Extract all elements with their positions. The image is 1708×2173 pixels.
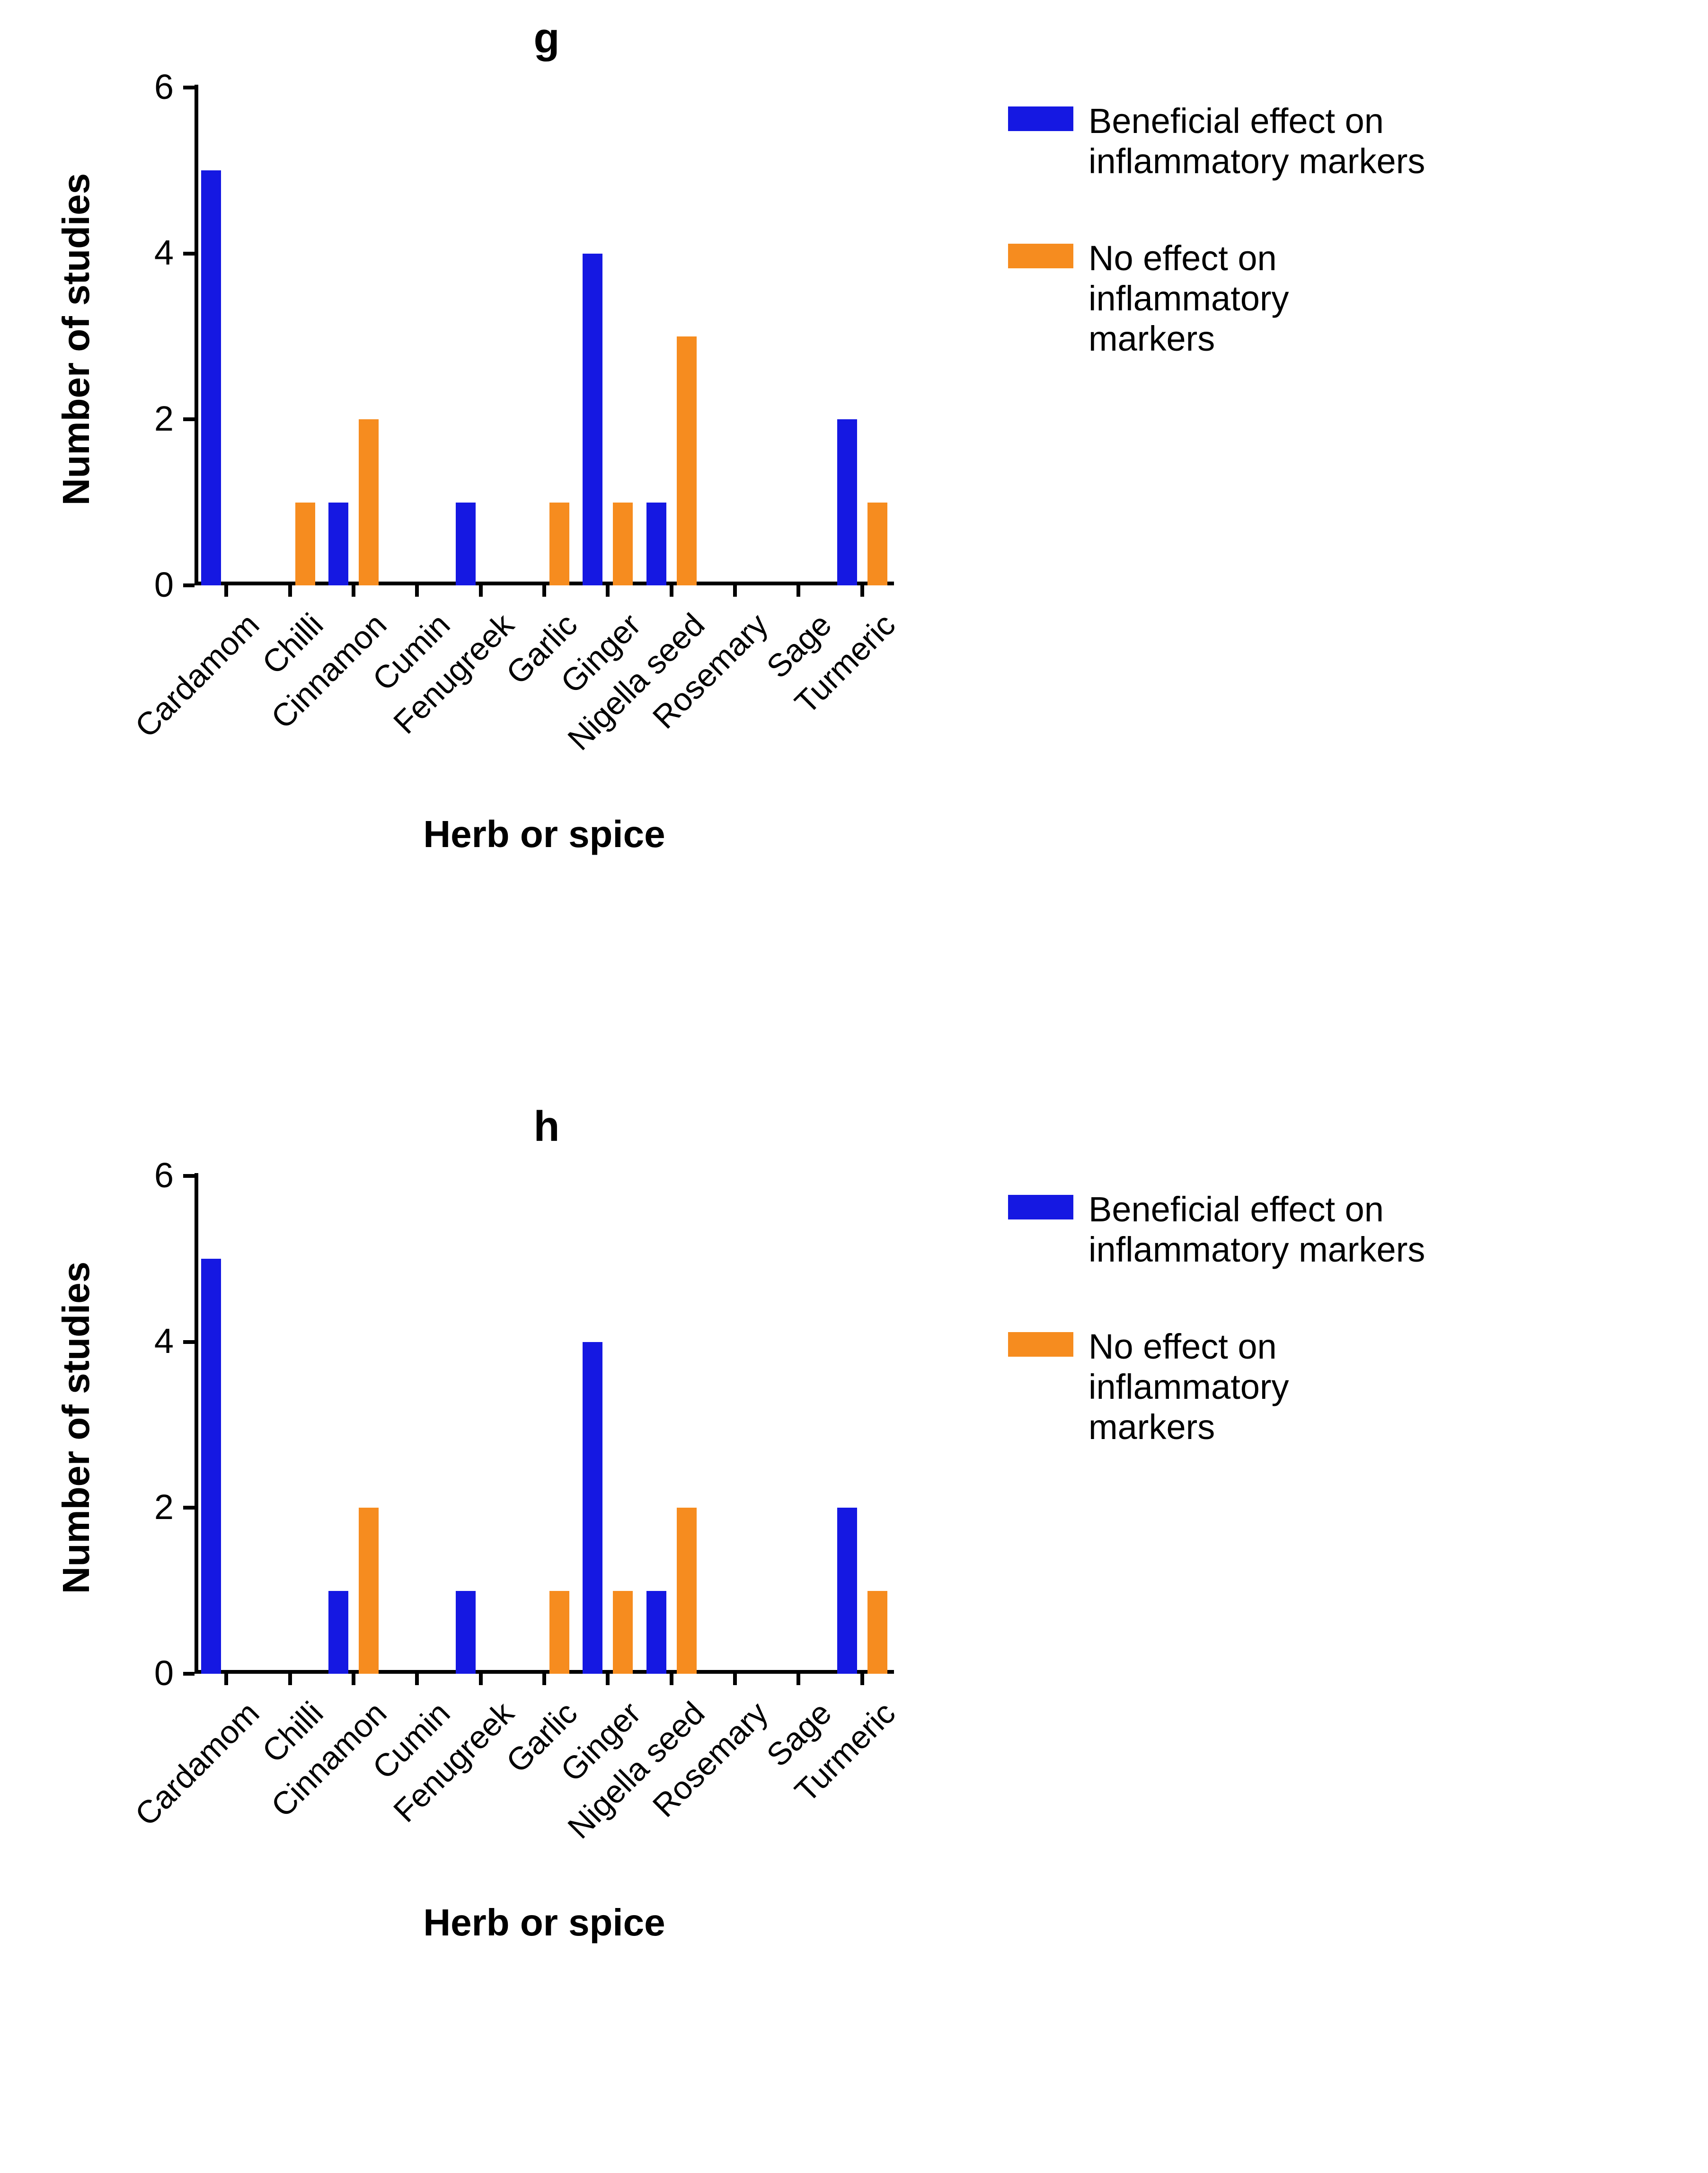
x-tick <box>606 585 610 597</box>
x-axis-label: Herb or spice <box>195 1901 894 1944</box>
x-tick <box>415 585 419 597</box>
bar <box>456 503 476 585</box>
x-tick <box>224 1674 228 1685</box>
x-tick <box>860 1674 864 1685</box>
x-tick <box>224 585 228 597</box>
bar <box>328 503 348 585</box>
figure-root: g0246Number of studiesCardamomChilliCinn… <box>0 0 1708 2173</box>
y-axis-label: Number of studies <box>54 1179 98 1677</box>
x-tick <box>606 1674 610 1685</box>
x-tick <box>479 585 483 597</box>
y-tick-label: 0 <box>126 565 174 605</box>
bar <box>359 1508 379 1674</box>
x-tick <box>733 585 737 597</box>
bar <box>295 503 315 585</box>
x-tick <box>670 1674 673 1685</box>
panel-title-g: g <box>452 14 641 63</box>
plot-area-h <box>195 1176 894 1674</box>
x-tick <box>796 1674 800 1685</box>
legend-label: Beneficial effect on inflammatory marker… <box>1089 1189 1425 1270</box>
legend-label: No effect on inflammatory markers <box>1089 238 1289 359</box>
legend-swatch <box>1008 1195 1073 1219</box>
y-tick <box>183 1340 195 1344</box>
x-tick <box>542 585 546 597</box>
x-tick <box>542 1674 546 1685</box>
bar <box>837 419 857 585</box>
legend-swatch <box>1008 106 1073 131</box>
bar <box>583 1342 602 1674</box>
bar <box>677 1508 697 1674</box>
x-tick <box>288 585 292 597</box>
y-tick-label: 2 <box>126 1487 174 1527</box>
y-tick <box>183 417 195 421</box>
bar <box>646 503 666 585</box>
bar <box>646 1591 666 1674</box>
x-tick <box>860 585 864 597</box>
panel-title-h: h <box>452 1103 641 1151</box>
legend-swatch <box>1008 244 1073 268</box>
y-tick <box>183 1506 195 1510</box>
legend-label: Beneficial effect on inflammatory marker… <box>1089 101 1425 181</box>
y-tick-label: 2 <box>126 398 174 439</box>
y-tick-label: 4 <box>126 232 174 273</box>
legend-swatch <box>1008 1332 1073 1357</box>
x-tick <box>670 585 673 597</box>
x-tick <box>352 1674 355 1685</box>
x-tick <box>415 1674 419 1685</box>
x-axis-line <box>195 1670 894 1674</box>
bar <box>456 1591 476 1674</box>
bar <box>837 1508 857 1674</box>
x-tick <box>733 1674 737 1685</box>
bar <box>677 336 697 585</box>
bar <box>328 1591 348 1674</box>
bar <box>201 1259 221 1674</box>
bar <box>867 503 887 585</box>
y-axis-label: Number of studies <box>54 90 98 588</box>
legend-label: No effect on inflammatory markers <box>1089 1326 1289 1447</box>
y-tick <box>183 1174 195 1178</box>
y-tick <box>183 86 195 89</box>
bar <box>549 503 569 585</box>
x-axis-label: Herb or spice <box>195 813 894 856</box>
x-tick <box>479 1674 483 1685</box>
bar <box>613 1591 633 1674</box>
x-tick <box>352 585 355 597</box>
y-axis-line <box>195 85 198 585</box>
bar <box>867 1591 887 1674</box>
bar <box>359 419 379 585</box>
x-tick <box>288 1674 292 1685</box>
bar <box>201 170 221 585</box>
y-tick-label: 6 <box>126 67 174 107</box>
x-tick <box>796 585 800 597</box>
bar <box>549 1591 569 1674</box>
y-axis-line <box>195 1173 198 1674</box>
y-tick-label: 4 <box>126 1321 174 1361</box>
y-tick <box>183 252 195 256</box>
bar <box>583 254 602 585</box>
bar <box>613 503 633 585</box>
y-tick <box>183 583 195 587</box>
y-tick-label: 0 <box>126 1653 174 1693</box>
y-tick-label: 6 <box>126 1155 174 1195</box>
y-tick <box>183 1672 195 1676</box>
